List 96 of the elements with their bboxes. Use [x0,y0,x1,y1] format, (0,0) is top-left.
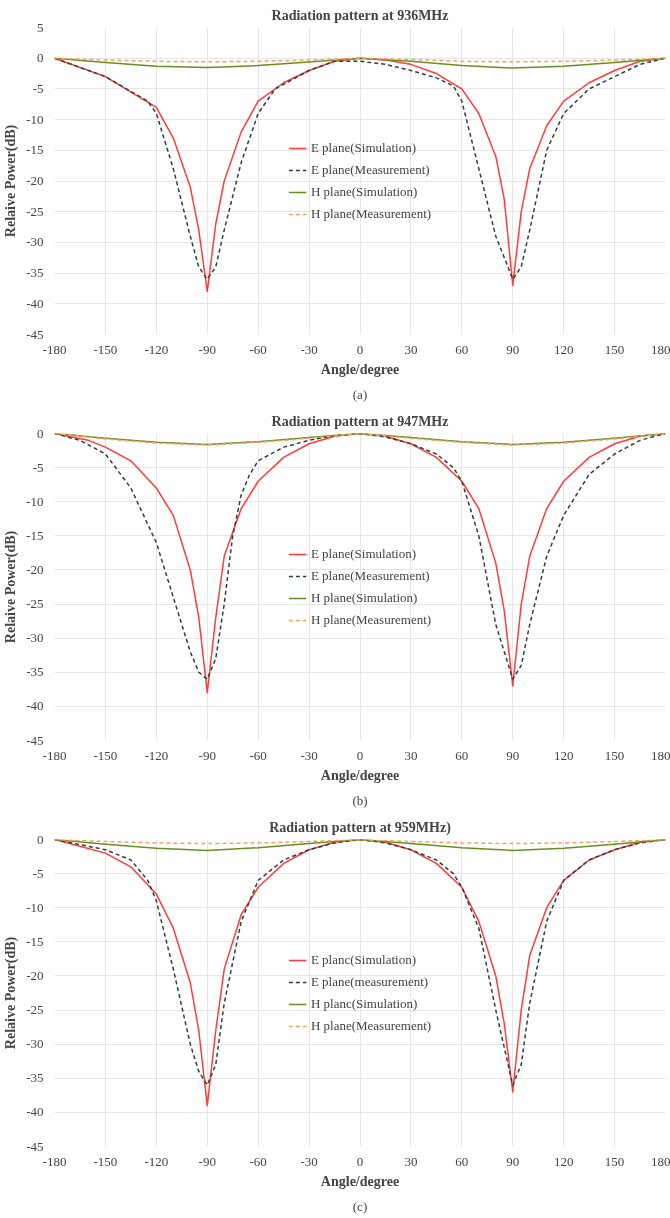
x-tick-label: -180 [42,747,67,763]
y-tick-label: -5 [32,865,44,881]
x-tick-label: 60 [455,1153,469,1169]
x-tick-label: -120 [144,747,169,763]
x-tick-label: 30 [404,341,418,357]
x-tick-label: -180 [42,341,67,357]
text: (c) [352,1198,368,1214]
y-tick-label: -10 [26,493,44,509]
x-tick-label: -60 [249,1153,267,1169]
y-tick-label: -15 [26,527,44,543]
x-tick-label: 90 [506,341,520,357]
y-tick-label: -45 [26,326,44,342]
legend-label: E plane(measurement) [310,973,429,990]
legend-label: H plane(Simulation) [310,589,418,606]
line-series [54,839,666,852]
y-tick-label: 5 [37,19,44,35]
x-tick-label: 0 [356,341,364,357]
x-tick-label: 0 [356,1153,364,1169]
x-tick-label: -90 [198,1153,216,1169]
x-axis-title: Angle/degree [320,767,400,783]
y-tick-label: -30 [26,630,44,646]
y-tick-label: -40 [26,698,44,714]
x-tick-label: 180 [651,1153,670,1169]
legend-label: E plane(Simulation) [310,545,416,562]
x-tick-label: -150 [93,747,118,763]
y-axis-title: Relaive Power(dB) [3,530,20,644]
y-tick-label: -45 [26,732,44,748]
x-tick-label: -30 [300,747,318,763]
legend-label: E plane(Simulation) [310,139,416,156]
x-tick-label: -120 [144,1153,169,1169]
x-tick-label: -60 [249,747,267,763]
y-axis-title: Relaive Power(dB) [3,936,20,1050]
x-tick-label: 60 [455,747,469,763]
chart-title: Radiation pattern at 936MHz [271,7,449,23]
y-tick-label: -15 [26,142,44,158]
y-tick-label: -10 [26,111,44,127]
y-tick-label: -5 [32,459,44,475]
y-tick-label: -35 [26,664,44,680]
y-tick-label: 0 [37,425,44,441]
y-tick-label: -40 [26,295,44,311]
x-tick-label: 90 [506,747,520,763]
y-tick-label: -20 [26,173,44,188]
y-tick-label: 0 [37,50,44,66]
x-tick-label: 120 [553,747,574,763]
x-tick-label: 30 [404,1153,418,1169]
y-tick-label: -25 [26,1002,44,1018]
legend-label: E plane(Measurement) [310,161,430,178]
legend-label: E plane(Measurement) [310,567,430,584]
text: (a) [352,386,368,402]
line-series [54,433,666,446]
y-tick-label: -5 [32,80,44,96]
x-tick-label: -30 [300,341,318,357]
x-tick-label: -150 [93,341,118,357]
y-tick-label: -30 [26,234,44,250]
y-axis-title: Relaive Power(dB) [3,124,20,238]
y-tick-label: -25 [26,203,44,219]
y-tick-label: -45 [26,1138,44,1154]
x-tick-label: 90 [506,1153,520,1169]
x-tick-label: -120 [144,341,169,357]
x-axis-title: Angle/degree [320,361,400,377]
x-tick-label: -30 [300,1153,318,1169]
x-tick-label: 180 [651,341,670,357]
legend-label: H planc(Simulation) [310,995,418,1012]
y-tick-label: -20 [26,967,44,983]
y-tick-label: -25 [26,596,44,612]
x-tick-label: 150 [604,1153,625,1169]
y-tick-label: 0 [37,831,44,847]
x-axis-title: Angle/degree [320,1173,400,1189]
y-tick-label: -20 [26,561,44,577]
legend-label: H plane(Simulation) [310,183,418,200]
x-tick-label: -90 [198,747,216,763]
x-tick-label: -60 [249,341,267,357]
y-tick-label: -35 [26,1070,44,1086]
x-tick-label: 120 [553,1153,574,1169]
x-tick-label: 180 [651,747,670,763]
x-tick-label: 0 [356,747,364,763]
y-tick-label: -15 [26,933,44,949]
legend-label: H plane(Measurement) [310,205,432,222]
x-tick-label: -90 [198,341,216,357]
x-tick-label: 150 [604,341,625,357]
legend-label: E planc(Simulation) [310,951,416,968]
x-tick-label: -150 [93,1153,118,1169]
chart-title: Radiation pattern at 947MHz [271,413,449,429]
x-tick-label: 60 [455,341,469,357]
y-tick-label: -35 [26,265,44,281]
x-tick-label: 30 [404,747,418,763]
y-tick-label: -10 [26,899,44,915]
y-tick-label: -40 [26,1104,44,1120]
legend-label: H plane(Measurement) [310,611,432,628]
chart-title: Radiation pattern at 959MHz) [269,819,452,836]
x-tick-label: 120 [553,341,574,357]
y-tick-label: -30 [26,1036,44,1052]
x-tick-label: -180 [42,1153,67,1169]
legend-label: H plane(Measurement) [310,1017,432,1034]
text: (b) [352,792,368,808]
x-tick-label: 150 [604,747,625,763]
